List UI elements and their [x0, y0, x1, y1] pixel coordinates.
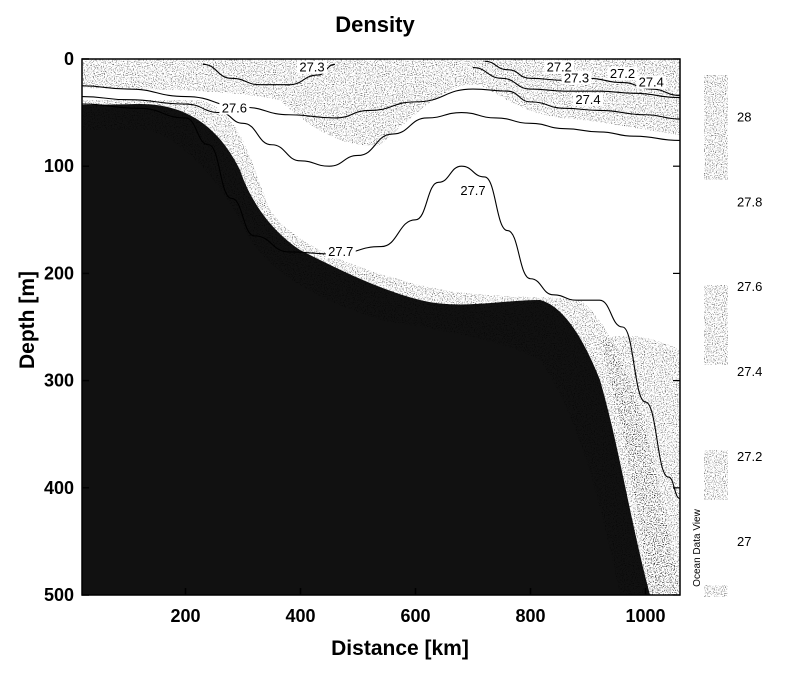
colorbar-tick-label-27.8: 27.8	[737, 194, 762, 209]
field-deep-dense-water	[82, 104, 650, 595]
contour-label-bg-2	[561, 71, 592, 85]
contour-line-27.3-0	[202, 63, 336, 86]
contour-label-bg-4	[636, 75, 667, 89]
y-axis-label: Depth [m]	[16, 271, 39, 369]
contour-label-3: 27.2	[610, 66, 635, 81]
contour-label-bg-7	[325, 245, 356, 259]
x-tick-label-1000: 1000	[625, 606, 665, 626]
x-tick-label-400: 400	[285, 606, 315, 626]
contour-label-bg-1	[544, 60, 575, 74]
field-speckle-upper-band	[82, 59, 680, 146]
colorbar-dark-patch-top	[704, 75, 728, 180]
colorbar-tick-label-27.6: 27.6	[737, 279, 762, 294]
y-tick-label-400: 400	[44, 478, 74, 498]
colorbar-tick-label-28: 28	[737, 109, 751, 124]
contour-label-8: 27.7	[460, 183, 485, 198]
plot-frame	[81, 58, 681, 596]
x-axis-ticks: 200 400 600 800 1000	[170, 588, 666, 626]
contour-label-7: 27.7	[328, 244, 353, 259]
colorbar	[704, 75, 728, 597]
y-axis-right-ticks	[673, 58, 680, 596]
colorbar-tick-label-27.2: 27.2	[737, 449, 762, 464]
contour-line-27.6-4	[82, 95, 680, 167]
colorbar-tick-label-27.4: 27.4	[737, 364, 762, 379]
contour-label-1: 27.2	[547, 60, 572, 75]
contour-label-bg-8	[458, 184, 488, 197]
colorbar-tick-label-27: 27	[737, 534, 751, 549]
chart-title: Density	[335, 12, 415, 37]
contour-label-4: 27.4	[639, 75, 664, 90]
colorbar-dark-patch-middle	[704, 285, 728, 365]
field-speckle-deep-edge	[82, 100, 680, 595]
field-speckle-right-edge	[600, 335, 680, 595]
x-tick-label-800: 800	[515, 606, 545, 626]
y-tick-label-100: 100	[44, 156, 74, 176]
contour-label-bg-5	[573, 92, 603, 106]
x-tick-label-200: 200	[170, 606, 200, 626]
contour-label-bg-0	[297, 60, 327, 74]
x-tick-label-600: 600	[400, 606, 430, 626]
y-tick-label-200: 200	[44, 263, 74, 283]
y-axis-ticks: 0 100 200 300 400 500	[44, 49, 89, 605]
y-tick-label-300: 300	[44, 371, 74, 391]
contour-labels: 27.3 27.227.3 27.227.427.427.627.727.7	[219, 60, 667, 259]
contour-label-bg-6	[219, 101, 250, 115]
colorbar-ticks: 27 27.2 27.4 27.6 27.8 28	[737, 109, 762, 548]
contour-label-bg-3	[607, 67, 638, 81]
colorbar-dark-patch-bottom	[704, 450, 728, 500]
contour-label-5: 27.4	[575, 92, 600, 107]
contour-lines	[82, 60, 680, 500]
contour-label-2: 27.3	[564, 70, 589, 85]
contour-line-27.4-3	[82, 85, 680, 120]
ocean-data-view-credit: Ocean Data View	[692, 508, 703, 586]
y-tick-label-500: 500	[44, 585, 74, 605]
density-field	[82, 59, 680, 595]
contour-line-27.3-2	[472, 67, 680, 99]
colorbar-dark-patch-end	[704, 585, 728, 597]
contour-label-0: 27.3	[299, 60, 324, 75]
contour-label-6: 27.6	[222, 100, 247, 115]
y-tick-label-0: 0	[64, 49, 74, 69]
contour-line-27.7-5	[82, 103, 680, 500]
x-axis-label: Distance [km]	[331, 637, 469, 660]
